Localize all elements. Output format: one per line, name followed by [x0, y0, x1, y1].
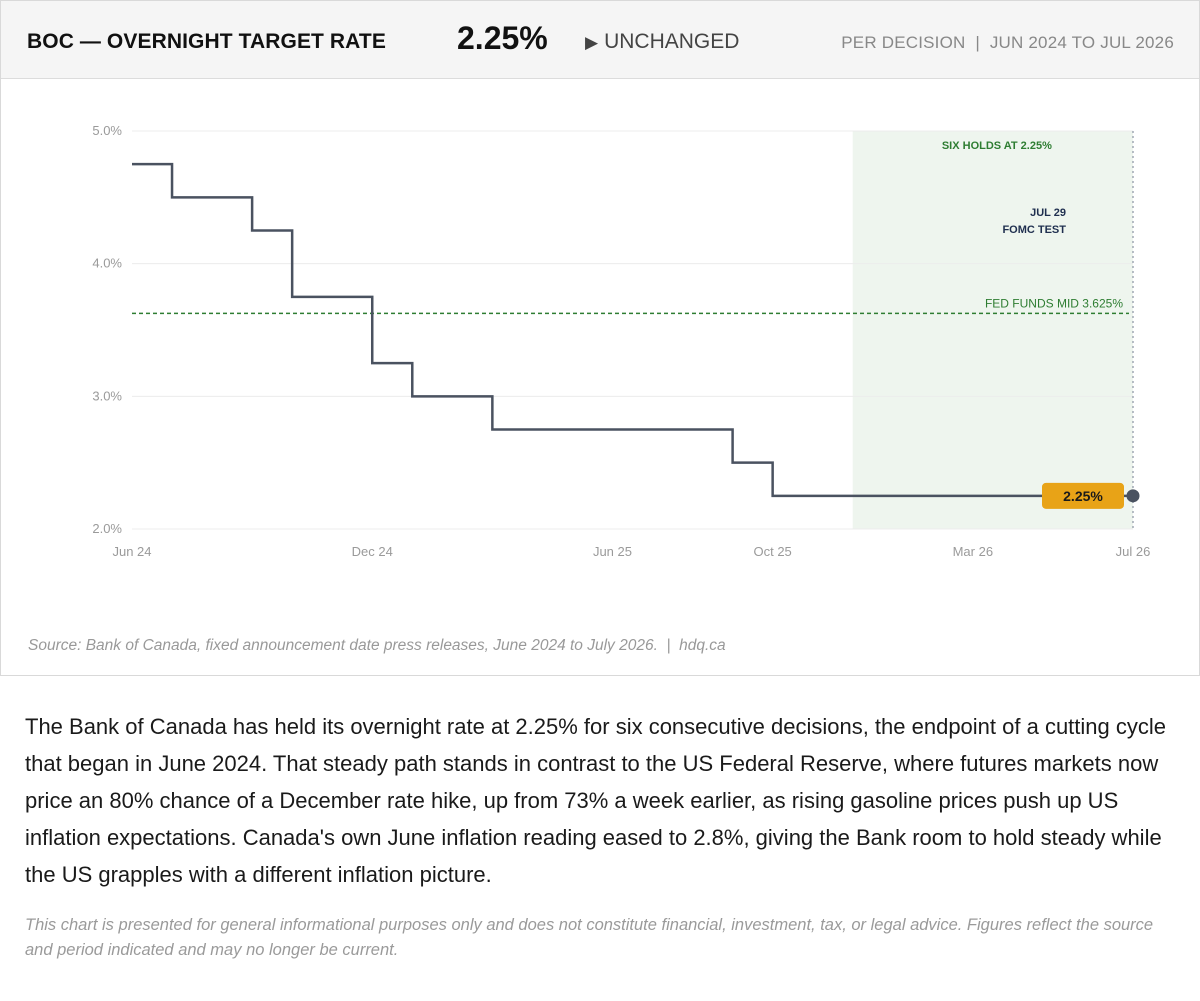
current-rate-value: 2.25% [457, 20, 548, 56]
end-point-marker [1126, 489, 1140, 503]
fomc-label-text: FOMC TEST [1002, 224, 1066, 236]
chart-title: BOC — OVERNIGHT TARGET RATE [27, 30, 386, 53]
y-tick-label: 3.0% [92, 388, 122, 403]
hold-region-label: SIX HOLDS AT 2.25% [942, 140, 1052, 152]
disclaimer-text: This chart is presented for general info… [25, 916, 1154, 959]
rate-status: ▶ UNCHANGED [585, 30, 739, 54]
triangle-right-icon: ▶ [585, 33, 599, 52]
chart-source: Source: Bank of Canada, fixed announceme… [28, 637, 726, 654]
chart-header: BOC — OVERNIGHT TARGET RATE 2.25% ▶ UNCHA… [1, 1, 1199, 79]
end-value-label: 2.25% [1063, 488, 1103, 504]
x-tick-label: Mar 26 [953, 544, 993, 559]
article-paragraph: The Bank of Canada has held its overnigh… [25, 714, 1167, 887]
x-tick-label: Jun 24 [112, 544, 151, 559]
y-tick-label: 4.0% [92, 256, 122, 271]
end-value-badge [1042, 482, 1124, 509]
y-tick-label: 2.0% [92, 521, 122, 536]
chart-card: BOC — OVERNIGHT TARGET RATE 2.25% ▶ UNCHA… [0, 0, 1200, 676]
y-tick-label: 5.0% [92, 123, 122, 138]
fomc-label-date: JUL 29 [1030, 207, 1066, 219]
x-tick-label: Oct 25 [753, 544, 791, 559]
hold-region [852, 131, 1133, 529]
x-tick-label: Jul 26 [1116, 544, 1151, 559]
rate-status-label: UNCHANGED [604, 30, 740, 53]
fed-funds-label: FED FUNDS MID 3.625% [985, 296, 1123, 310]
rate-step-chart: SIX HOLDS AT 2.25% 2.0% 3.0% 4.0% 5.0% Jun 24… [92, 123, 1151, 559]
x-tick-label: Jun 25 [593, 544, 632, 559]
chart-period-meta: PER DECISION | JUN 2024 TO JUL 2026 [841, 33, 1174, 52]
boc-rate-step-line [132, 162, 1133, 498]
x-tick-label: Dec 24 [352, 544, 393, 559]
